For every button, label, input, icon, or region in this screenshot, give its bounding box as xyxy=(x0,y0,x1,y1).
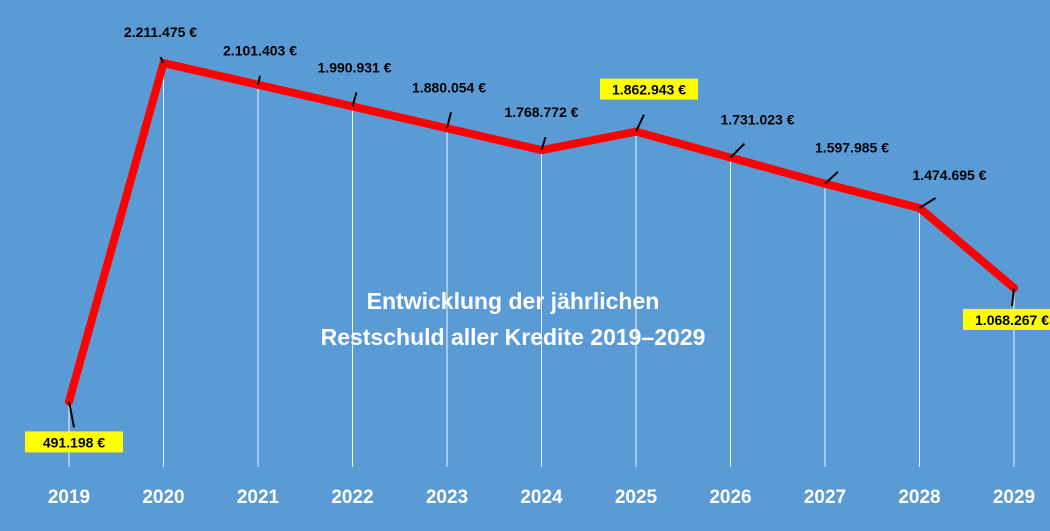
grid-layer xyxy=(68,63,1015,467)
x-tick-label-2025: 2025 xyxy=(615,487,658,508)
value-label-2019: 491.198 € xyxy=(43,434,105,450)
leader-line-2025 xyxy=(635,114,645,133)
highlight-box-2029 xyxy=(963,308,1050,330)
value-label-2021: 2.101.403 € xyxy=(223,43,297,59)
leader-line-2027 xyxy=(824,170,839,185)
chart-title-line-1: Entwicklung der jährlichen xyxy=(367,288,660,314)
leader-line-2020 xyxy=(159,56,165,64)
x-tick-label-2019: 2019 xyxy=(48,487,90,508)
value-label-2025: 1.862.943 € xyxy=(612,82,686,98)
value-label-2024: 1.768.772 € xyxy=(505,104,579,120)
value-label-2023: 1.880.054 € xyxy=(412,79,486,95)
x-tick-label-2022: 2022 xyxy=(331,487,373,508)
x-tick-label-2026: 2026 xyxy=(709,487,751,508)
x-tick-label-2029: 2029 xyxy=(993,487,1035,508)
value-label-2022: 1.990.931 € xyxy=(318,59,392,75)
highlight-box-2025 xyxy=(600,78,698,100)
x-tick-label-2028: 2028 xyxy=(898,487,940,508)
x-tick-label-2020: 2020 xyxy=(142,487,184,508)
leader-line-2029 xyxy=(1011,287,1015,307)
leader-line-2021 xyxy=(257,75,261,85)
leader-line-2023 xyxy=(446,112,452,129)
leader-line-2019 xyxy=(68,401,75,428)
leader-line-2028 xyxy=(918,197,937,209)
leader-line-2026 xyxy=(729,142,746,159)
x-tick-label-2021: 2021 xyxy=(237,487,280,508)
value-label-2028: 1.474.695 € xyxy=(913,167,987,183)
x-axis-layer: 2019 2020 2021 2022 2023 2024 2025 2026 2027 2028… xyxy=(48,487,1035,508)
x-tick-label-2027: 2027 xyxy=(804,487,846,508)
value-label-2026: 1.731.023 € xyxy=(721,112,795,128)
x-tick-label-2024: 2024 xyxy=(520,487,563,508)
highlight-box-2019 xyxy=(25,431,123,453)
value-label-2027: 1.597.985 € xyxy=(815,140,889,156)
label-layer: 491.198 € 2.211.475 € 2.101.403 € 1.990.931… xyxy=(25,24,1050,453)
value-label-2020: 2.211.475 € xyxy=(124,24,197,40)
leader-line-2024 xyxy=(540,136,547,151)
value-label-2029: 1.068.267 € xyxy=(975,312,1049,328)
x-tick-label-2023: 2023 xyxy=(426,487,468,508)
leader-line-2022 xyxy=(351,92,358,107)
chart-title-line-2: Restschuld aller Kredite 2019–2029 xyxy=(321,324,706,350)
